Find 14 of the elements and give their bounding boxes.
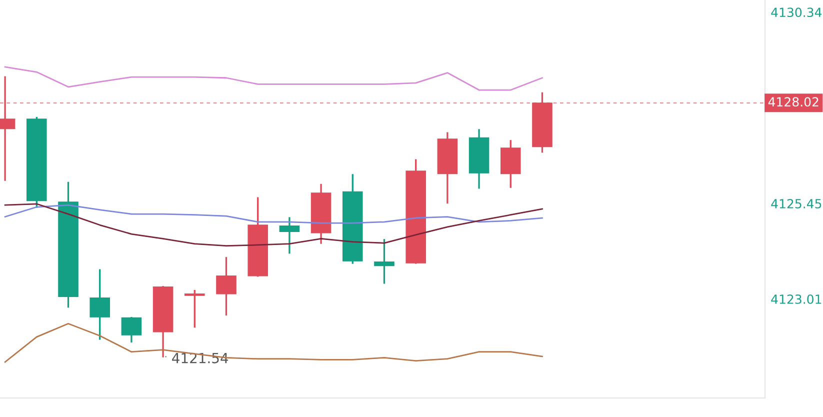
line-series	[4, 66, 543, 91]
y-tick-label: 4123.01	[771, 294, 822, 304]
y-tick-label: 4125.45	[771, 198, 822, 208]
line-series	[4, 322, 543, 363]
candlestick	[279, 217, 300, 254]
line-series	[4, 203, 543, 246]
candlestick	[216, 257, 236, 316]
candlestick	[90, 269, 110, 340]
candlestick	[121, 316, 142, 342]
y-tick-label: 4130.34	[771, 8, 822, 18]
candlestick	[184, 290, 205, 328]
ref-line-label: 4128.02	[768, 97, 818, 107]
candlestick	[374, 239, 394, 284]
line-series	[4, 204, 543, 224]
